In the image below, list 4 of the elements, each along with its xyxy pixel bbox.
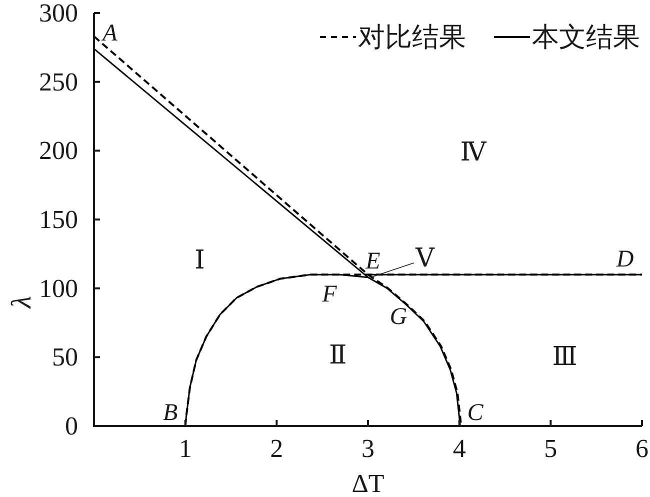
annotation: Ⅲ	[552, 342, 578, 372]
annotation: Ⅳ	[460, 138, 486, 167]
annotation: D	[616, 246, 634, 273]
annotation: C	[467, 400, 484, 426]
